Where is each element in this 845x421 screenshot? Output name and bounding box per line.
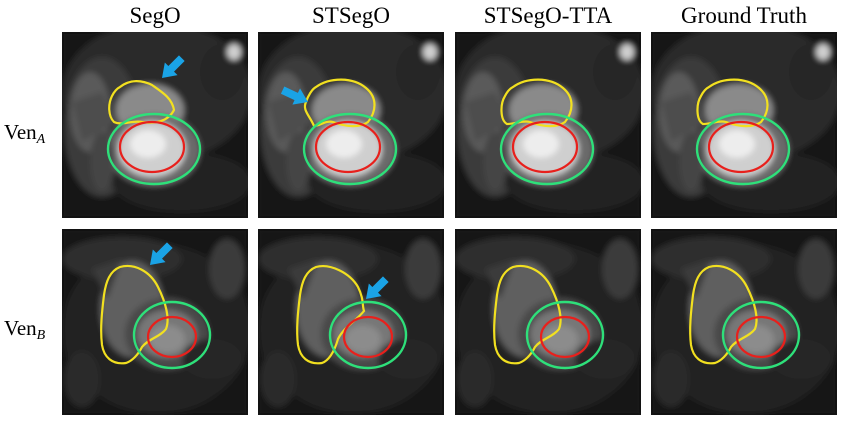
panel-ven-b-stsego bbox=[258, 229, 444, 415]
error-arrow-icon bbox=[366, 276, 389, 299]
mri-slice-image bbox=[62, 229, 248, 415]
row-label-main: Ven bbox=[4, 120, 37, 144]
segmentation-contours bbox=[689, 264, 801, 370]
column-title-ground-truth: Ground Truth bbox=[681, 3, 807, 28]
error-arrow-icon bbox=[162, 55, 185, 78]
mri-slice-image bbox=[455, 32, 641, 218]
row-label-subscript: A bbox=[36, 132, 46, 147]
segmentation-contours bbox=[499, 78, 595, 186]
mri-slice-image bbox=[455, 229, 641, 415]
error-arrow-icon bbox=[280, 86, 308, 105]
segmentation-contours bbox=[100, 264, 212, 370]
panel-ven-a-ground-truth bbox=[651, 32, 837, 218]
panel-ven-a-sego bbox=[62, 32, 248, 218]
mri-slice-image bbox=[62, 32, 248, 218]
mri-slice-image bbox=[258, 32, 444, 218]
panel-ven-a-stsego bbox=[258, 32, 444, 218]
column-title-stsego-tta: STSegO-TTA bbox=[483, 3, 613, 28]
segmentation-contours bbox=[695, 78, 791, 186]
column-title-sego: SegO bbox=[129, 3, 181, 28]
row-label-subscript: B bbox=[36, 328, 46, 343]
mri-slice-image bbox=[258, 229, 444, 415]
segmentation-contours bbox=[296, 265, 408, 370]
panel-ven-b-sego bbox=[62, 229, 248, 415]
segmentation-contours bbox=[493, 264, 605, 370]
row-label-main: Ven bbox=[4, 316, 37, 340]
row-label-ven-b: VenB bbox=[4, 316, 58, 348]
mri-background bbox=[651, 32, 837, 218]
panel-ven-a-stsego-tta bbox=[455, 32, 641, 218]
mri-background bbox=[62, 32, 248, 218]
mri-background bbox=[651, 229, 837, 415]
mri-slice-image bbox=[651, 229, 837, 415]
error-arrow-icon bbox=[150, 242, 173, 265]
segmentation-contours bbox=[106, 80, 202, 186]
row-label-ven-a: VenA bbox=[4, 120, 58, 152]
mri-background bbox=[455, 32, 641, 218]
column-title-stsego: STSegO bbox=[312, 3, 390, 28]
panel-ven-b-stsego-tta bbox=[455, 229, 641, 415]
panel-ven-b-ground-truth bbox=[651, 229, 837, 415]
mri-background bbox=[258, 32, 444, 218]
mri-slice-image bbox=[651, 32, 837, 218]
